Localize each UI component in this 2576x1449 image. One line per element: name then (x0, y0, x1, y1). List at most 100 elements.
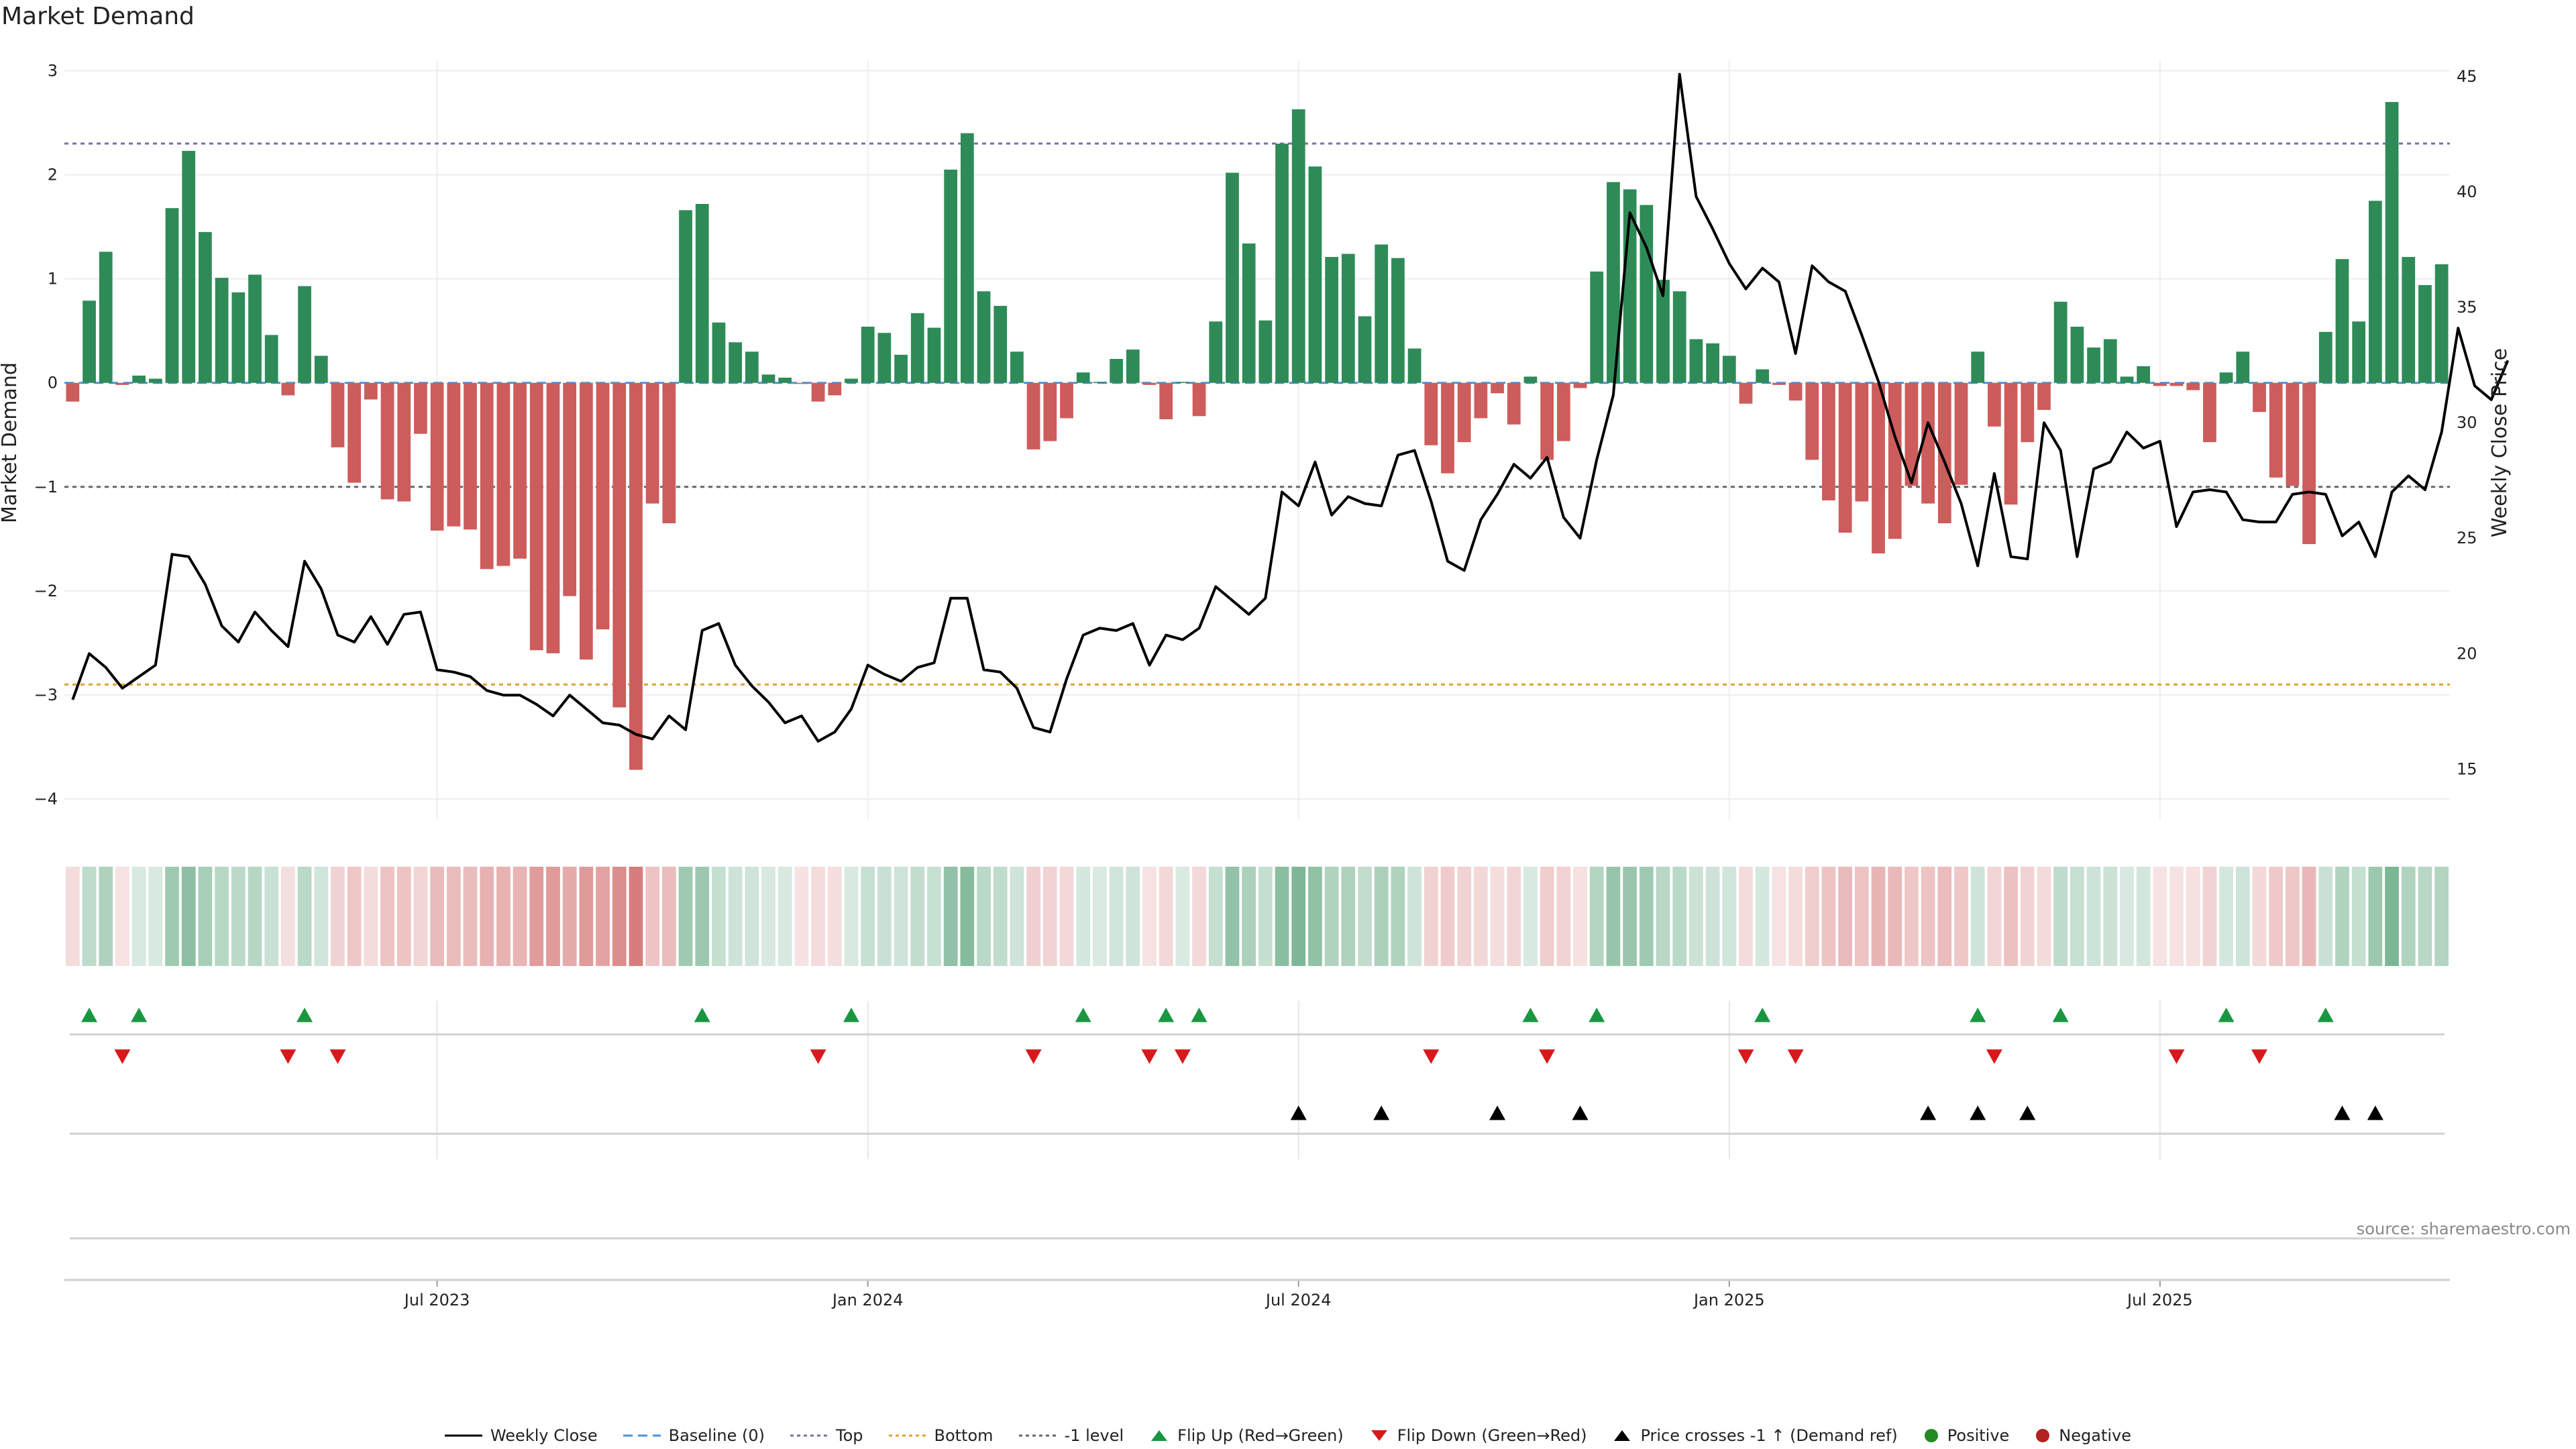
demand-bar (2169, 382, 2184, 386)
y-tick-label: 1 (48, 270, 58, 288)
heat-cell (894, 867, 908, 966)
demand-bar (115, 382, 129, 385)
demand-bar (1672, 291, 1686, 383)
heat-cell (546, 867, 560, 966)
heat-cell (463, 867, 478, 966)
flip-up-marker (1522, 1008, 1539, 1022)
flip-up-marker (1589, 1008, 1605, 1022)
heat-cell (562, 867, 577, 966)
demand-bar (927, 327, 941, 383)
demand-bar (1258, 320, 1273, 383)
demand-bar (2103, 339, 2117, 383)
legend: Weekly Close Baseline (0) Top Bottom -1 … (0, 1426, 2576, 1445)
x-tick-label: Jan 2025 (1693, 1291, 1765, 1309)
demand-bar (811, 382, 825, 402)
legend-item: Top (790, 1426, 863, 1445)
heat-cell (596, 867, 610, 966)
flip-up-marker (81, 1008, 98, 1022)
heat-cell (1987, 867, 2002, 966)
demand-bar (182, 150, 196, 383)
demand-bar (1888, 382, 1902, 539)
demand-bar (1424, 382, 1438, 445)
demand-bar (679, 210, 692, 383)
triangle-up-icon (1151, 1430, 1168, 1441)
demand-bar (1308, 166, 1322, 383)
demand-bar (645, 382, 659, 504)
heat-cell (2385, 867, 2399, 966)
legend-item: Baseline (0) (623, 1426, 765, 1445)
heat-cell (1192, 867, 1206, 966)
y-tick-label: 0 (48, 374, 58, 392)
heat-cell (1324, 867, 1339, 966)
demand-bar (1209, 321, 1223, 383)
demand-bar (1788, 382, 1803, 401)
heat-cell (1937, 867, 1952, 966)
demand-bar (1772, 382, 1786, 385)
signal-panels (64, 1008, 2450, 1281)
heat-cell (1623, 867, 1637, 966)
legend-swatch-dashed (623, 1434, 661, 1437)
demand-bar (430, 382, 444, 531)
demand-bar (1805, 382, 1819, 460)
heat-cell (728, 867, 743, 966)
demand-bar (1507, 382, 1521, 425)
demand-bar (2153, 382, 2167, 386)
legend-item: Flip Down (Green→Red) (1369, 1426, 1587, 1445)
heat-cell (1026, 867, 1040, 966)
y2-tick-label: 20 (2457, 644, 2477, 663)
demand-bar (845, 378, 858, 383)
heat-cell (1391, 867, 1405, 966)
demand-bar (662, 382, 676, 524)
heat-cell (198, 867, 213, 966)
demand-bar (1656, 280, 1670, 383)
heat-cell (1275, 867, 1289, 966)
price-cross-marker (1489, 1106, 1506, 1120)
heat-cell (513, 867, 527, 966)
x-tick-label: Jul 2023 (403, 1291, 470, 1309)
demand-bar (1590, 271, 1604, 383)
heat-cell (314, 867, 329, 966)
price-cross-marker (1290, 1106, 1307, 1120)
heat-cell (910, 867, 925, 966)
demand-bar (2004, 382, 2018, 505)
price-cross-marker (2019, 1106, 2036, 1120)
demand-bar (83, 301, 96, 383)
heat-cell (2335, 867, 2349, 966)
heat-cell (2186, 867, 2200, 966)
legend-label: Flip Down (Green→Red) (1397, 1426, 1587, 1445)
demand-bar (977, 291, 991, 383)
y-axis-label: Market Demand (0, 362, 21, 523)
legend-swatch-line (444, 1434, 482, 1437)
demand-bar (1159, 382, 1173, 419)
demand-bar (563, 382, 577, 596)
heat-cell (1059, 867, 1074, 966)
demand-bar (99, 252, 113, 383)
demand-bar (2070, 326, 2084, 383)
heat-cell (1109, 867, 1124, 966)
y2-tick-label: 15 (2457, 759, 2477, 778)
demand-bar (2137, 366, 2151, 383)
legend-item: Negative (2035, 1426, 2131, 1445)
heat-cell (248, 867, 262, 966)
flip-up-marker (843, 1008, 859, 1022)
price-cross-marker (1970, 1106, 1986, 1120)
heat-cell (231, 867, 246, 966)
heat-cell (430, 867, 444, 966)
flip-down-marker (2168, 1049, 2185, 1064)
demand-bars (66, 102, 2449, 770)
demand-bar (994, 305, 1008, 383)
price-cross-marker (2367, 1106, 2383, 1120)
demand-bar (877, 333, 892, 383)
legend-label: Weekly Close (490, 1426, 598, 1445)
heat-cell (861, 867, 875, 966)
demand-bar (1192, 382, 1206, 417)
heat-cell (2269, 867, 2284, 966)
heat-cell (2434, 867, 2449, 966)
demand-bar (1226, 172, 1239, 383)
price-cross-marker (1920, 1106, 1937, 1120)
demand-bar (1175, 382, 1189, 383)
heat-cell (1838, 867, 1853, 966)
heat-cell (2086, 867, 2101, 966)
heat-cell (678, 867, 693, 966)
